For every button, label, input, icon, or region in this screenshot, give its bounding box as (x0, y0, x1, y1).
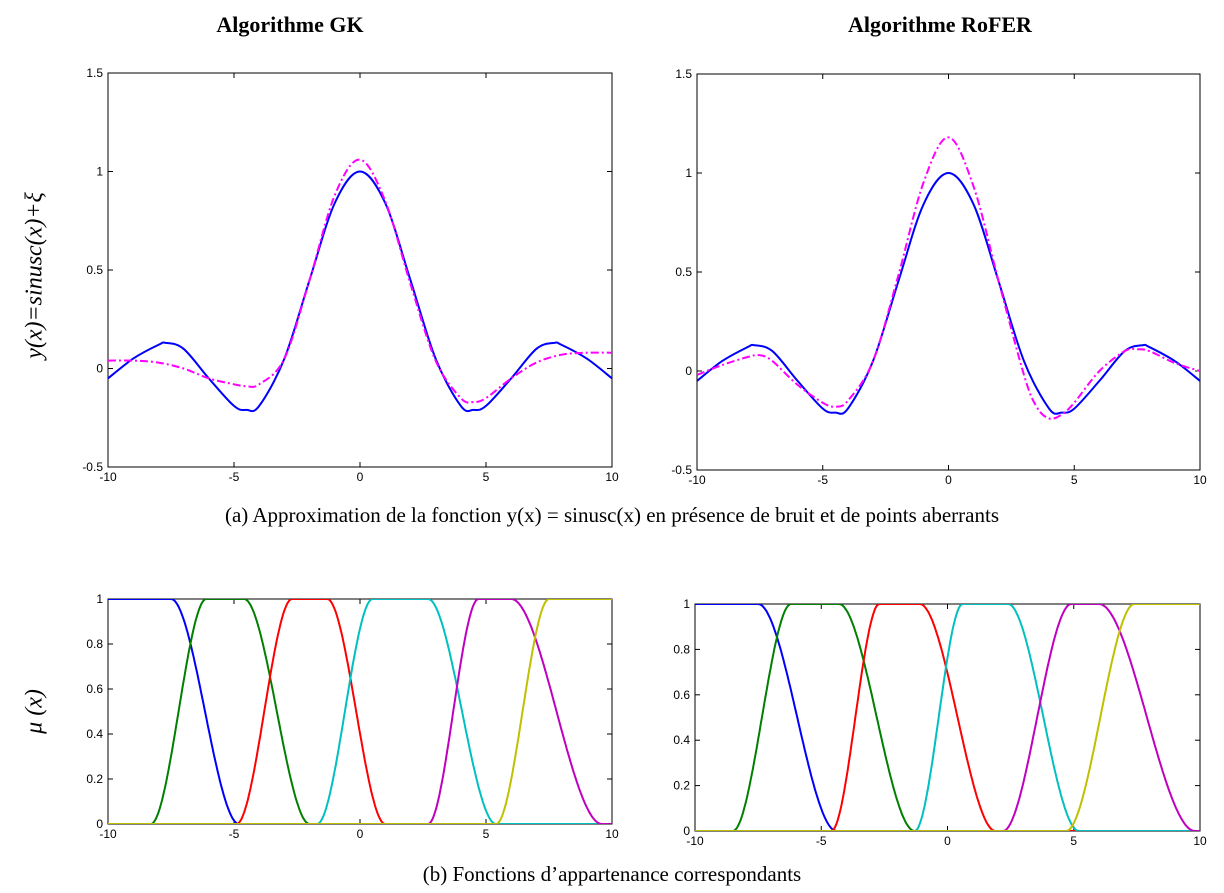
y-tick-label: 1.5 (675, 67, 692, 81)
x-tick-label: 0 (944, 834, 951, 848)
y-tick-label: 0.6 (86, 682, 103, 696)
x-tick-label: -5 (229, 827, 240, 841)
x-tick-label: -5 (816, 834, 827, 848)
caption-a: (a) Approximation de la fonction y(x) = … (224, 503, 1000, 527)
series-line-5 (108, 599, 612, 824)
caption-b: (b) Fonctions d’appartenance corresponda… (422, 862, 802, 886)
x-tick-label: -10 (688, 473, 706, 487)
chart-rofer-approx: -10 -5 0 5 10 -0.5 0 0.5 1 1.5 (671, 67, 1207, 487)
series-line-1 (697, 136, 1200, 420)
series-line-5 (695, 604, 1200, 831)
y-tick-label: 0 (683, 824, 690, 838)
series-line-1 (695, 604, 1200, 831)
x-tick-label: 10 (1193, 473, 1207, 487)
y-tick-label: 0.4 (86, 727, 103, 741)
x-tick-label: 0 (945, 473, 952, 487)
panel-title-rofer: Algorithme RoFER (848, 12, 1032, 37)
y-tick-label: 0.2 (673, 779, 690, 793)
x-tick-label: -10 (99, 470, 117, 484)
x-tick-label: 5 (1071, 473, 1078, 487)
series-line-2 (695, 604, 1200, 831)
panel-title-gk: Algorithme GK (216, 12, 364, 37)
x-tick-label: -10 (99, 827, 117, 841)
y-tick-label: 0.8 (86, 637, 103, 651)
series-line-4 (695, 604, 1200, 831)
y-tick-label: 0.8 (673, 642, 690, 656)
y-tick-label: 0 (96, 362, 103, 376)
chart-gk-membership: -10 -5 0 5 10 0 0.2 0.4 0.6 0.8 1 (86, 592, 619, 841)
y-tick-label: 1 (683, 597, 690, 611)
y-tick-label: 0 (685, 364, 692, 378)
series-line-2 (108, 599, 612, 824)
series-line-0 (108, 170, 612, 413)
y-tick-label: 0.2 (86, 772, 103, 786)
series-line-4 (108, 599, 612, 824)
x-tick-label: 10 (1193, 834, 1207, 848)
y-tick-label: 0.6 (673, 688, 690, 702)
series-line-3 (108, 599, 612, 824)
x-tick-label: 10 (605, 470, 619, 484)
y-tick-label: -0.5 (82, 460, 103, 474)
series-line-0 (697, 171, 1200, 415)
chart-rofer-membership: -10 -5 0 5 10 0 0.2 0.4 0.6 0.8 1 (673, 597, 1207, 848)
series-line-0 (695, 604, 1200, 831)
x-tick-label: -5 (229, 470, 240, 484)
x-tick-label: 5 (483, 827, 490, 841)
y-tick-label: 0.5 (86, 263, 103, 277)
plot-frame (696, 73, 1201, 471)
y-tick-label: -0.5 (671, 463, 692, 477)
series-line-1 (108, 158, 612, 404)
x-tick-label: -10 (686, 834, 704, 848)
y-tick-label: 1 (685, 166, 692, 180)
series-line-1 (108, 599, 612, 824)
y-tick-label: 1 (96, 165, 103, 179)
y-tick-label: 0.5 (675, 265, 692, 279)
y-tick-label: 0.4 (673, 733, 690, 747)
x-tick-label: 5 (1070, 834, 1077, 848)
x-tick-label: 0 (357, 470, 364, 484)
x-tick-label: -5 (817, 473, 828, 487)
series-line-3 (695, 604, 1200, 831)
x-tick-label: 0 (357, 827, 364, 841)
x-tick-label: 10 (605, 827, 619, 841)
y-tick-label: 0 (96, 817, 103, 831)
plot-frame (107, 72, 613, 468)
chart-gk-approx: -10 -5 0 5 10 -0.5 0 0.5 1 1.5 (82, 66, 619, 484)
x-tick-label: 5 (483, 470, 490, 484)
y-tick-label: 1.5 (86, 66, 103, 80)
series-line-0 (108, 599, 612, 824)
y-tick-label: 1 (96, 592, 103, 606)
plot-frame (694, 603, 1201, 832)
